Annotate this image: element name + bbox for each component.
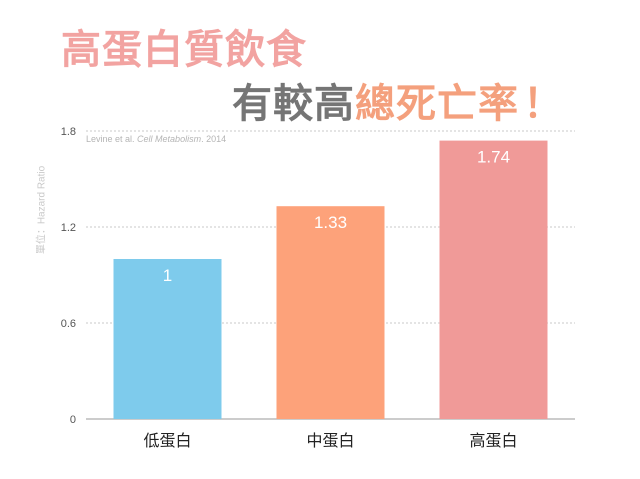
- chart-title-line2: 有較高總死亡率！: [232, 84, 564, 124]
- bar-1: [113, 259, 222, 419]
- citation-year: . 2014: [201, 134, 227, 144]
- title-line2-bang: ！: [523, 81, 564, 127]
- x-tick-label: 中蛋白: [306, 431, 354, 450]
- x-tick-label: 低蛋白: [143, 431, 191, 450]
- data-label: 1.33: [314, 213, 347, 232]
- data-label: 1.74: [477, 148, 510, 167]
- title-line2-part1: 有較高: [232, 81, 355, 127]
- title-line2-part2: 總死亡率: [355, 81, 519, 127]
- citation-authors: Levine et al.: [86, 134, 138, 144]
- bar-3: [439, 140, 548, 419]
- chart-title-line1: 高蛋白質飲食: [61, 27, 307, 73]
- bar-2: [276, 206, 385, 419]
- y-tick-label: 1.8: [61, 126, 76, 138]
- y-tick-label: 0.6: [61, 318, 76, 330]
- x-tick-label: 高蛋白: [469, 431, 517, 450]
- y-tick-label: 1.2: [61, 222, 76, 234]
- data-label: 1: [163, 266, 172, 285]
- citation-journal: Cell Metabolism: [137, 134, 202, 144]
- citation: Levine et al. Cell Metabolism. 2014: [86, 134, 226, 144]
- y-tick-label: 0: [70, 414, 76, 426]
